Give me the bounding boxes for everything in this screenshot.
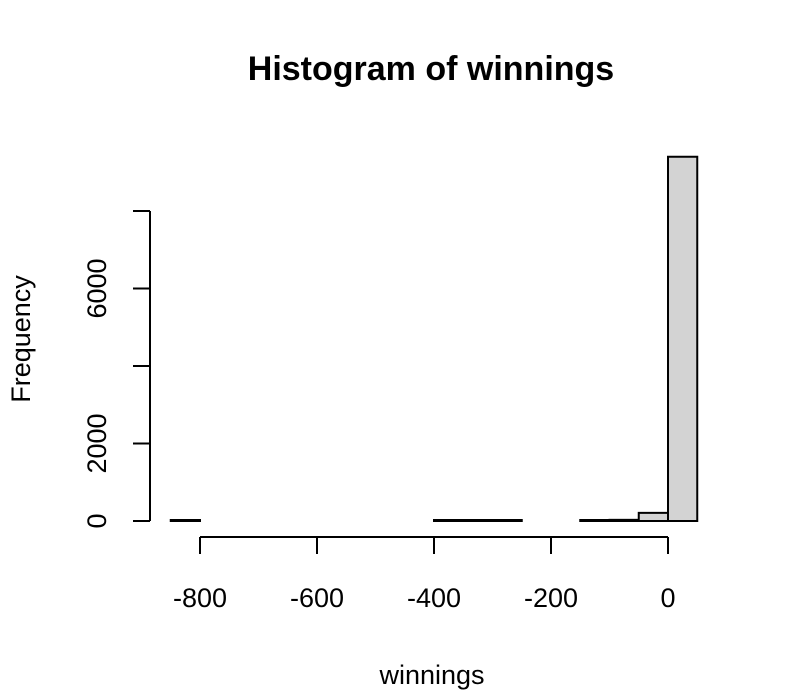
- y-tick-label: 6000: [82, 258, 112, 318]
- x-tick-label: -400: [407, 583, 461, 613]
- histogram-bar: [637, 511, 669, 522]
- bars-group: [169, 155, 699, 523]
- x-tick-label: 0: [660, 583, 675, 613]
- x-tick-label: -200: [524, 583, 578, 613]
- y-axis-label: Frequency: [6, 275, 36, 403]
- histogram-bar: [169, 519, 201, 522]
- y-axis: 0 2000 6000: [82, 210, 151, 529]
- x-axis: -800 -600 -400 -200 0: [173, 536, 676, 613]
- x-tick-label: -600: [290, 583, 344, 613]
- x-axis-label: winnings: [378, 660, 484, 690]
- chart-title: Histogram of winnings: [248, 50, 614, 88]
- x-tick-label: -800: [173, 583, 227, 613]
- histogram-bar: [462, 519, 494, 522]
- histogram-bar: [491, 519, 523, 522]
- histogram-bar: [667, 155, 699, 522]
- histogram-bar: [433, 519, 465, 522]
- histogram-bar: [608, 518, 640, 523]
- y-tick-label: 0: [82, 513, 112, 528]
- y-tick-label: 2000: [82, 413, 112, 473]
- histogram-bar: [579, 519, 611, 522]
